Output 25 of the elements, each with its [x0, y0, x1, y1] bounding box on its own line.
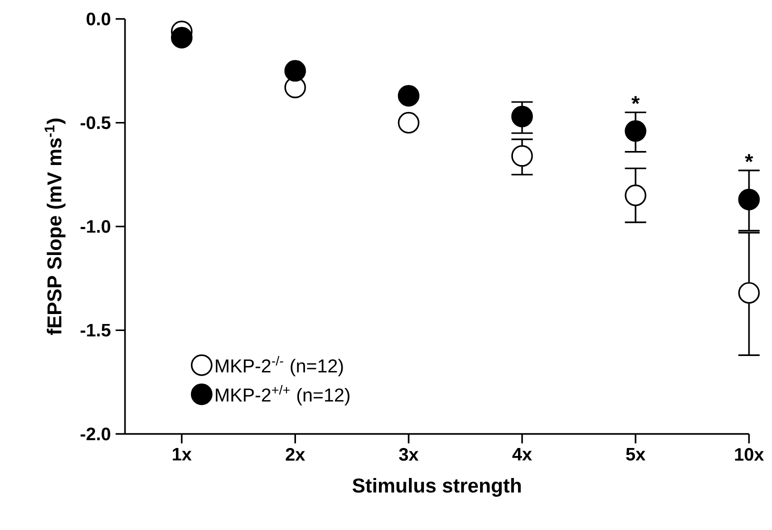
annotation: *	[631, 96, 640, 104]
point	[284, 60, 306, 82]
x-axis-title: Stimulus strength	[352, 478, 521, 497]
point	[398, 112, 420, 134]
annotation: *	[744, 154, 754, 162]
point	[511, 145, 533, 167]
y-tick-label: -1.0	[80, 220, 110, 233]
x-tick-label: 3x	[399, 448, 419, 461]
point	[170, 26, 193, 48]
y-axis-title: fEPSP Slope (mV ms$^{-1}$)	[44, 118, 66, 335]
x-tick-label: 4x	[512, 448, 532, 460]
y-tick-label: 0.0	[86, 12, 110, 26]
y-tick-label: -2.0	[80, 428, 110, 440]
point	[511, 106, 533, 128]
legend-label: MKP-2$^{-/-}$ (n=12)	[216, 356, 343, 376]
x-tick-label: 2x	[286, 448, 306, 461]
y-tick-label: -0.5	[80, 116, 110, 130]
x-tick-label: 1x	[172, 448, 192, 460]
point	[624, 184, 646, 206]
y-tick-label: -1.5	[80, 324, 110, 337]
x-tick-label: 10x	[735, 448, 764, 461]
legend-label: MKP-2$^{+/+}$ (n=12)	[216, 385, 350, 406]
x-tick-label: 5x	[626, 448, 646, 461]
point	[398, 84, 420, 107]
point	[624, 120, 646, 142]
